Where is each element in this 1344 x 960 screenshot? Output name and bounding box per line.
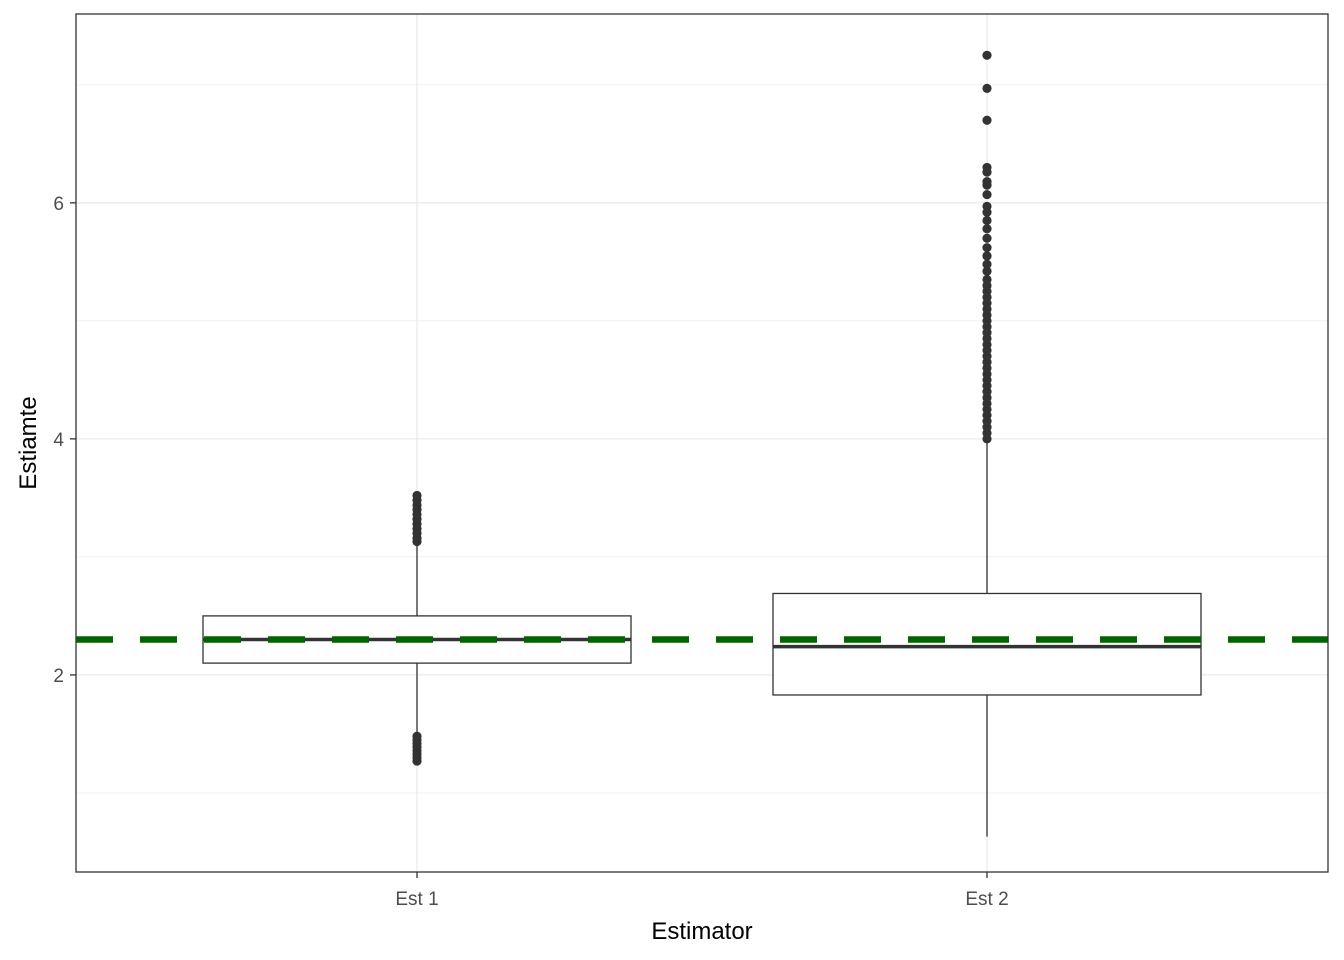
outlier-point (982, 251, 992, 261)
x-tick-label: Est 1 (395, 889, 438, 910)
x-axis-title: Estimator (651, 918, 752, 945)
outlier-point (982, 243, 992, 253)
grid-lines (76, 14, 1328, 872)
outlier-point (982, 233, 992, 243)
outlier-point (982, 50, 992, 60)
x-tick-label: Est 2 (965, 889, 1008, 910)
box-iqr (772, 592, 1202, 696)
outlier-point (412, 490, 422, 501)
outlier-point (982, 115, 992, 125)
y-tick-label: 6 (53, 194, 64, 215)
outlier-point (982, 83, 992, 93)
outlier-point (982, 176, 992, 187)
outlier-point (982, 259, 992, 269)
outlier-point (982, 201, 992, 211)
outlier-point (982, 162, 992, 173)
outlier-point (982, 266, 992, 276)
outlier-point (982, 215, 992, 226)
outlier-point (982, 224, 992, 234)
panel-border (75, 13, 1329, 873)
y-tick-label: 4 (53, 430, 64, 451)
outlier-point (412, 731, 422, 741)
box-1 (202, 490, 632, 766)
y-axis-title: Estiamte (15, 396, 42, 489)
box-layer (202, 50, 1202, 837)
outlier-point (982, 189, 992, 200)
outlier-point (982, 274, 992, 285)
box-2 (772, 50, 1202, 837)
axis-ticks: 2 4 6 Est 1 Est 2 (53, 194, 1008, 910)
y-tick-label: 2 (53, 666, 64, 687)
